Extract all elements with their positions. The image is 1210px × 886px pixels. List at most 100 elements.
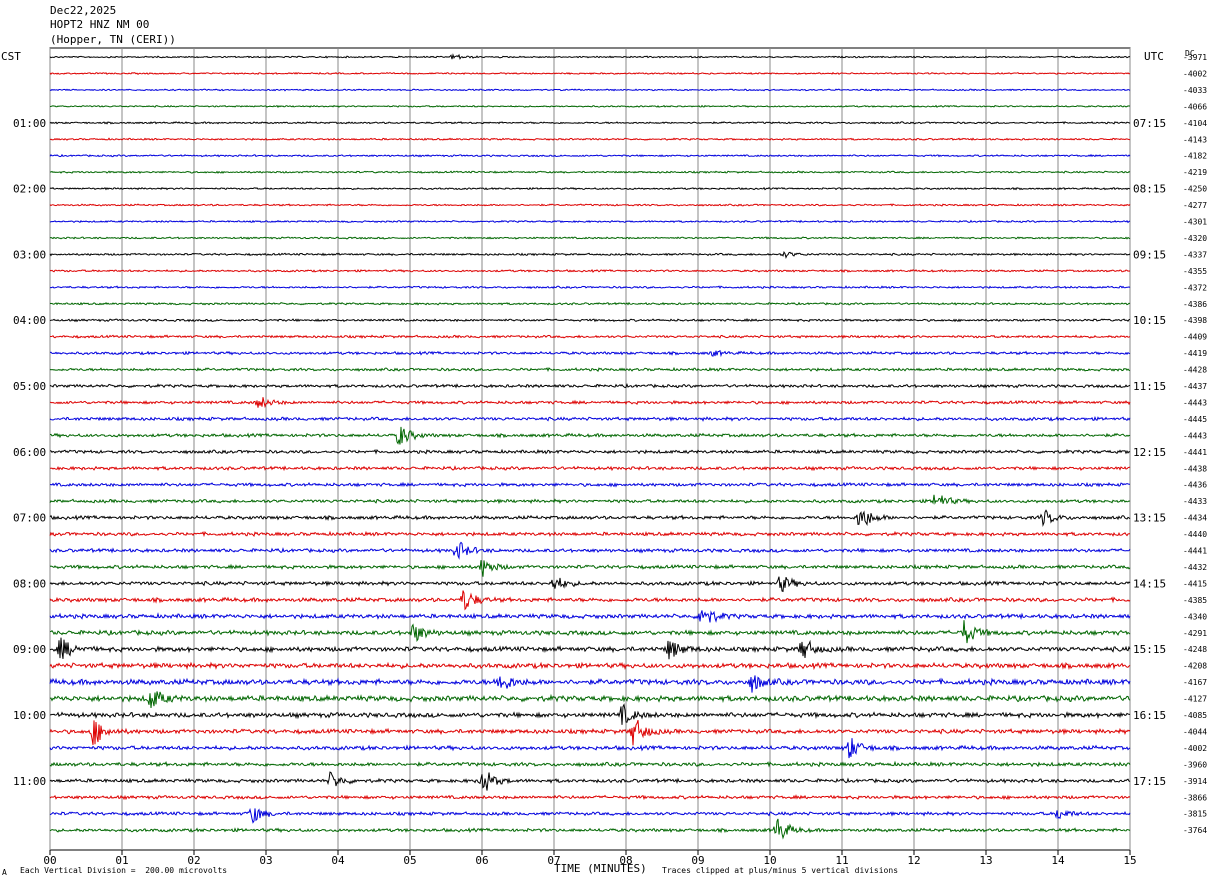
right-hour-label: 08:15 <box>1133 183 1166 196</box>
x-tick-label: 00 <box>43 854 56 867</box>
dc-offset-label: -4337 <box>1183 250 1207 259</box>
trace-line <box>49 760 1131 768</box>
trace-line <box>49 576 1131 593</box>
dc-offset-label: -4440 <box>1183 530 1207 539</box>
trace-line <box>49 318 1131 323</box>
dc-offset-label: -3866 <box>1183 793 1207 802</box>
trace-line <box>49 285 1131 290</box>
trace-line <box>49 88 1131 92</box>
clip-note: Traces clipped at plus/minus 5 vertical … <box>662 866 899 875</box>
left-hour-label: 06:00 <box>13 446 46 459</box>
trace-line <box>49 137 1131 141</box>
trace-line <box>49 219 1131 224</box>
dc-offset-label: -4291 <box>1183 629 1207 638</box>
dc-offset-label: -4437 <box>1183 382 1207 391</box>
trace-line <box>49 71 1131 75</box>
trace-line <box>49 703 1131 725</box>
dc-offset-label: -4372 <box>1183 283 1207 292</box>
dc-offset-label: -4436 <box>1183 481 1207 490</box>
dc-offset-label: -4033 <box>1183 86 1207 95</box>
header-station: HOPT2 HNZ NM 00 <box>50 18 150 31</box>
dc-offset-label: -4301 <box>1183 218 1207 227</box>
dc-offset-label: -4167 <box>1183 678 1207 687</box>
x-tick-label: 09 <box>691 854 704 867</box>
dc-offset-label: -4250 <box>1183 185 1207 194</box>
x-tick-label: 13 <box>979 854 992 867</box>
header-location: (Hopper, TN (CERI)) <box>50 33 176 46</box>
trace-line <box>49 481 1130 488</box>
left-hour-label: 11:00 <box>13 775 46 788</box>
x-tick-label: 03 <box>259 854 272 867</box>
trace-line <box>49 637 1131 660</box>
trace-line <box>49 382 1131 389</box>
left-hour-label: 09:00 <box>13 643 46 656</box>
dc-offset-label: -4434 <box>1183 514 1207 523</box>
trace-line <box>49 807 1131 824</box>
left-timezone-label: CST <box>1 50 21 63</box>
left-hour-label: 04:00 <box>13 314 46 327</box>
dc-offset-label: -4419 <box>1183 349 1207 358</box>
dc-offset-label: -4127 <box>1183 695 1207 704</box>
trace-line <box>49 661 1131 671</box>
trace-line <box>50 170 1131 174</box>
dc-offset-label: -4355 <box>1183 267 1207 276</box>
dc-offset-label: -3914 <box>1183 777 1207 786</box>
label-group: 00 01 02 03 04 05 06 07 08 09 10 11 12 13 14 15 -3971 -40… <box>13 53 1207 867</box>
dc-offset-label: -4340 <box>1183 612 1207 621</box>
dc-offset-label: -4438 <box>1183 464 1207 473</box>
left-hour-label: 01:00 <box>13 117 46 130</box>
dc-offset-label: -4432 <box>1183 563 1207 572</box>
corner-mark: A <box>2 868 7 877</box>
dc-offset-label: -4085 <box>1183 711 1207 720</box>
trace-line <box>49 675 1131 693</box>
trace-line <box>49 448 1131 455</box>
left-hour-label: 03:00 <box>13 248 46 261</box>
trace-line <box>49 818 1131 840</box>
right-hour-label: 12:15 <box>1133 446 1166 459</box>
trace-line <box>49 738 1131 759</box>
right-hour-label: 11:15 <box>1133 380 1166 393</box>
dc-offset-label: -4277 <box>1183 201 1207 210</box>
dc-offset-label: -4443 <box>1183 398 1207 407</box>
dc-offset-label: -3960 <box>1183 760 1207 769</box>
dc-offset-label: -4428 <box>1183 366 1207 375</box>
x-tick-label: 01 <box>115 854 128 867</box>
x-axis-title: TIME (MINUTES) <box>554 862 647 875</box>
trace-line <box>49 426 1131 445</box>
left-hour-label: 05:00 <box>13 380 46 393</box>
trace-line <box>49 794 1131 801</box>
dc-offset-label: -4386 <box>1183 300 1207 309</box>
trace-line <box>49 121 1131 125</box>
dc-offset-label: -4398 <box>1183 316 1207 325</box>
dc-offset-label: -3815 <box>1183 810 1207 819</box>
trace-line <box>49 301 1131 306</box>
x-tick-label: 06 <box>475 854 488 867</box>
x-tick-label: 12 <box>907 854 920 867</box>
trace-group <box>49 53 1131 840</box>
dc-offset-label: -4143 <box>1183 135 1207 144</box>
right-hour-label: 09:15 <box>1133 248 1166 261</box>
dc-offset-label: -4066 <box>1183 102 1207 111</box>
right-hour-label: 15:15 <box>1133 643 1166 656</box>
dc-offset-label: -4445 <box>1183 415 1207 424</box>
trace-line <box>49 771 1131 791</box>
trace-line <box>49 530 1130 538</box>
dc-offset-label: -4002 <box>1183 744 1207 753</box>
trace-line <box>49 541 1131 560</box>
trace-line <box>49 509 1131 527</box>
trace-line <box>49 236 1131 240</box>
trace-line <box>49 494 1131 505</box>
header-date: Dec22,2025 <box>50 4 117 17</box>
right-timezone-label: UTC <box>1144 50 1164 63</box>
x-tick-label: 04 <box>331 854 345 867</box>
x-tick-label: 10 <box>763 854 776 867</box>
trace-line <box>49 416 1131 422</box>
trace-line <box>49 719 1131 746</box>
trace-line <box>49 397 1131 409</box>
right-hour-label: 07:15 <box>1133 117 1166 130</box>
dc-offset-label: -4044 <box>1183 727 1207 736</box>
trace-line <box>49 590 1131 611</box>
trace-line <box>49 268 1131 273</box>
trace-line <box>49 251 1131 259</box>
